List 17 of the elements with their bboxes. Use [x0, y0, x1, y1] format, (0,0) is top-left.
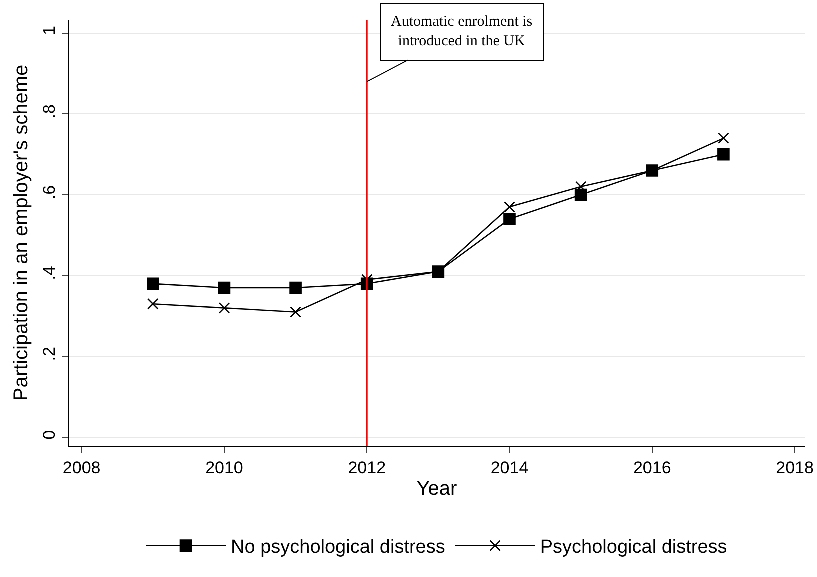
y-tick-label: .4: [40, 266, 60, 280]
x-tick-label: 2008: [62, 458, 101, 478]
annotation: Automatic enrolment is introduced in the UK: [391, 14, 533, 50]
y-tick-label: 1: [40, 26, 60, 36]
y-tick-label: 0: [40, 430, 60, 440]
x-tick-label: 2018: [776, 458, 814, 478]
legend-label: Psychological distress: [540, 537, 728, 558]
x-tick-label: 2010: [206, 458, 244, 478]
y-tick-label: .8: [40, 104, 60, 119]
y-axis-title: Participation in an employer's scheme: [10, 64, 33, 402]
y-tick-label: .2: [40, 347, 60, 362]
x-tick-label: 2014: [490, 458, 529, 478]
x-tick-label: 2016: [633, 458, 672, 478]
y-tick-label: .6: [40, 185, 60, 200]
x-axis-title: Year: [416, 478, 458, 500]
legend-label: No psychological distress: [231, 537, 446, 558]
x-tick-label: 2012: [348, 458, 386, 478]
